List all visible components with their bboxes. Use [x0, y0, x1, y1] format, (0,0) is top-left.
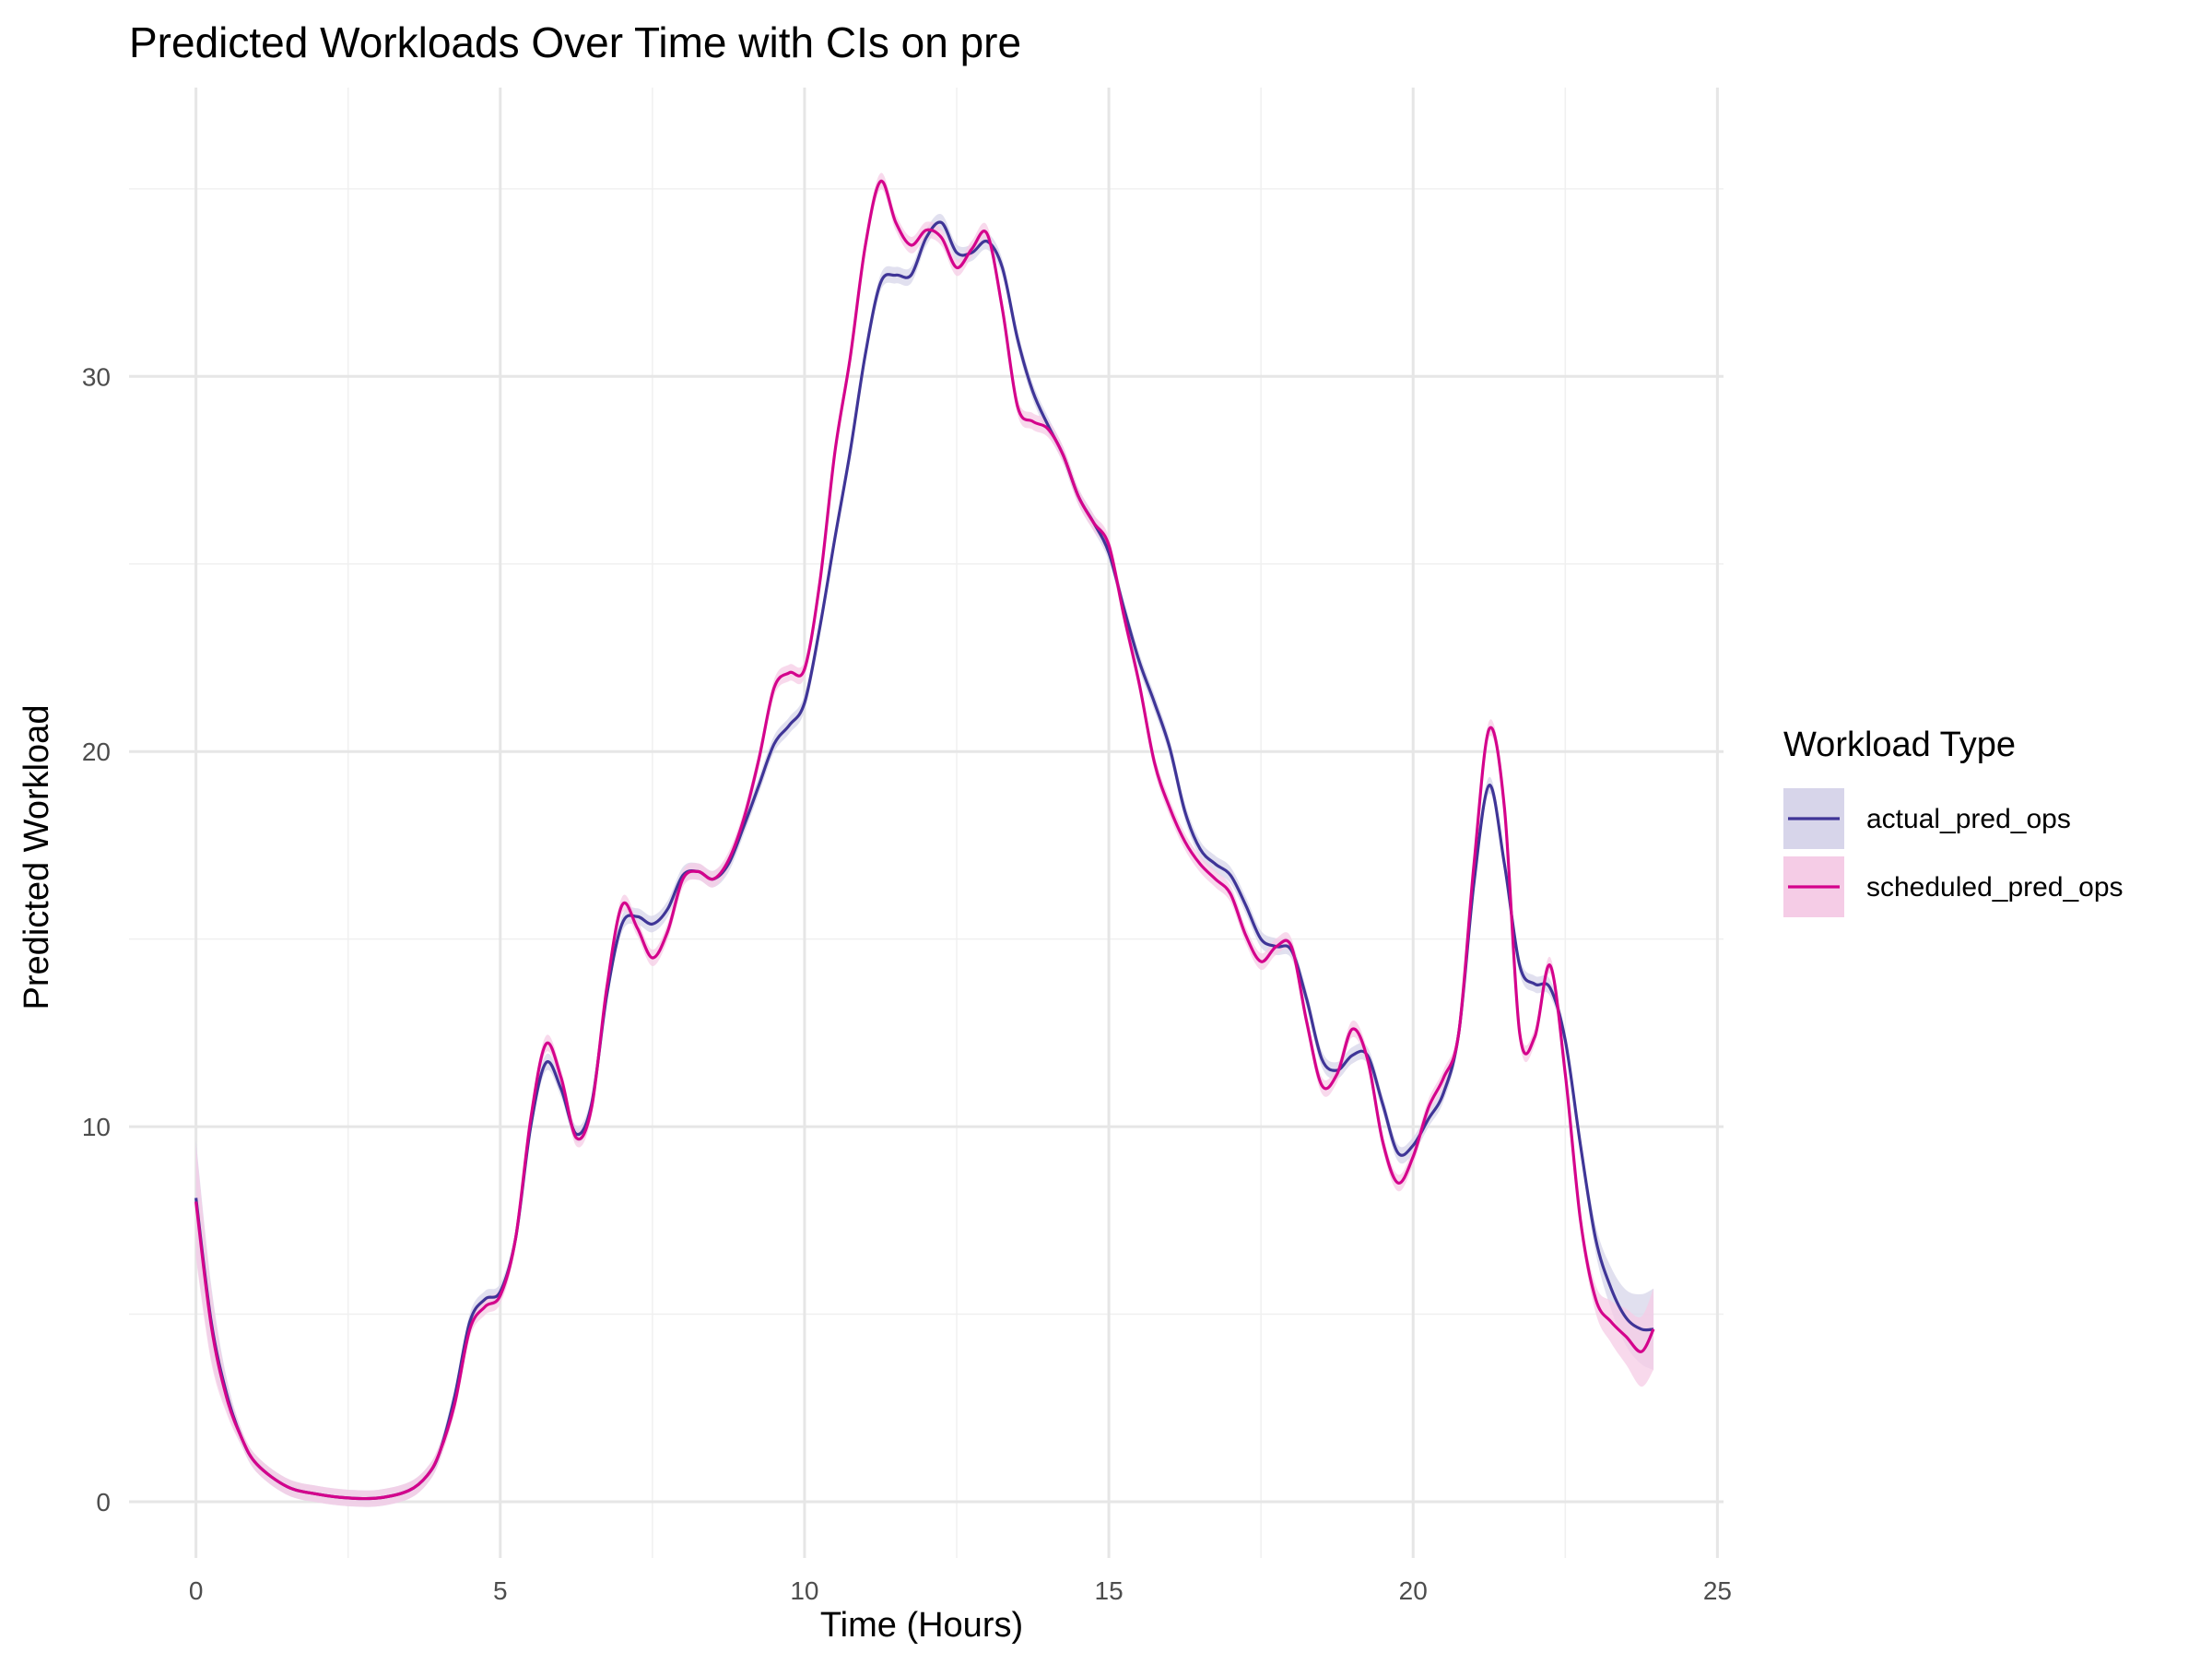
- legend-label: scheduled_pred_ops: [1866, 872, 2124, 903]
- chart-title: Predicted Workloads Over Time with CIs o…: [129, 18, 1021, 66]
- x-tick-label: 15: [1095, 1576, 1124, 1605]
- y-tick-label: 0: [96, 1488, 111, 1516]
- x-tick-label: 10: [790, 1576, 818, 1605]
- legend: Workload Type actual_pred_ops scheduled_p…: [1783, 726, 2124, 917]
- y-axis-title: Predicted Workload: [18, 705, 56, 1010]
- y-tick-label: 20: [82, 738, 111, 766]
- legend-item: scheduled_pred_ops: [1783, 856, 2124, 917]
- x-tick-label: 25: [1703, 1576, 1732, 1605]
- x-axis-title: Time (Hours): [820, 1606, 1023, 1645]
- x-tick-label: 20: [1399, 1576, 1428, 1605]
- x-tick-label: 5: [493, 1576, 508, 1605]
- legend-title: Workload Type: [1783, 726, 2016, 764]
- y-tick-label: 30: [82, 362, 111, 391]
- legend-item: actual_pred_ops: [1783, 788, 2071, 849]
- series-line-2: [194, 180, 1655, 1501]
- x-tick-label: 0: [189, 1576, 204, 1605]
- y-tick-label: 10: [82, 1113, 111, 1141]
- legend-label: actual_pred_ops: [1866, 804, 2071, 834]
